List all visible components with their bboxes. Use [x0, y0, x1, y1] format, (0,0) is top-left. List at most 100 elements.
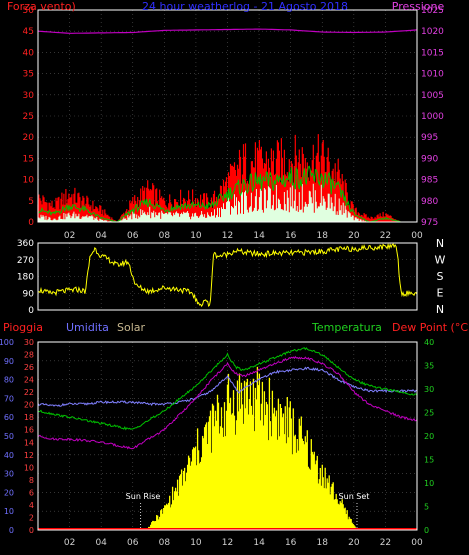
x-tick-label: 14	[253, 538, 265, 548]
temperature-tick-label: 4	[29, 501, 34, 510]
wind-axis-ticks: 0 5 10 15 20 25 30 35 40 45 50	[23, 6, 35, 228]
humidity-axis-ticks: 0 10 20 30 40 50 60 70 80 90 100	[0, 338, 14, 535]
wind-tick-label: 50	[23, 6, 35, 16]
climate-panel-frame	[37, 341, 418, 531]
temperature-tick-label: 8	[29, 476, 34, 485]
temperature-tick-label: 28	[24, 351, 34, 360]
right-tick-label: 35	[424, 362, 434, 371]
temperature-tick-label: 2	[29, 513, 34, 522]
wind-tick-label: 35	[23, 70, 34, 80]
compass-label: S	[437, 270, 444, 283]
pressure-tick-label: 1000	[421, 112, 444, 122]
sunrise-annotation: Sun Rise	[126, 492, 161, 501]
right-tick-label: 0	[424, 526, 429, 535]
temperature-tick-label: 20	[24, 401, 34, 410]
x-tick-label: 12	[222, 538, 233, 548]
legend-temperature: Temperatura	[311, 321, 382, 334]
x-tick-label: 04	[95, 538, 107, 548]
wind-tick-label: 0	[28, 218, 34, 228]
x-tick-label: 02	[64, 231, 75, 241]
temperature-series	[37, 347, 418, 431]
humidity-tick-label: 50	[4, 432, 14, 441]
temperature-tick-label: 22	[24, 388, 34, 397]
pressure-tick-label: 1015	[421, 48, 444, 58]
right-tick-label: 25	[424, 409, 434, 418]
direction-panel-frame	[37, 242, 418, 311]
x-tick-label: 20	[348, 538, 360, 548]
pressure-axis-ticks: 975 980 985 990 995 1000 1005 1010 1015 1020 1025	[421, 6, 444, 228]
right-tick-label: 10	[424, 479, 434, 488]
pressure-tick-label: 1005	[421, 91, 444, 101]
climate-panel-x-ticks: 02 04 06 08 10 12 14 16 18 20 22 00	[64, 538, 423, 548]
direction-tick-label: 180	[17, 273, 34, 283]
x-tick-label: 18	[317, 538, 329, 548]
wind-average-series	[37, 165, 417, 223]
humidity-tick-label: 0	[9, 526, 14, 535]
x-tick-label: 14	[253, 231, 265, 241]
humidity-tick-label: 60	[4, 413, 14, 422]
direction-tick-label: 270	[17, 256, 34, 266]
compass-label: N	[436, 237, 444, 250]
right-tick-label: 40	[424, 338, 434, 347]
x-tick-label: 12	[222, 231, 233, 241]
wind-tick-label: 40	[23, 48, 35, 58]
right-tick-label: 5	[424, 503, 429, 512]
x-tick-label: 16	[285, 538, 297, 548]
right-tick-label: 15	[424, 456, 434, 465]
wind-panel-frame	[37, 9, 418, 223]
humidity-tick-label: 90	[4, 357, 14, 366]
humidity-tick-label: 40	[4, 451, 14, 460]
pressure-tick-label: 980	[421, 197, 438, 207]
humidity-tick-label: 20	[4, 488, 14, 497]
wind-tick-label: 10	[23, 176, 35, 186]
humidity-tick-label: 70	[4, 394, 14, 403]
pressure-tick-label: 990	[421, 154, 438, 164]
sunset-annotation: Sun Set	[339, 492, 370, 501]
wind-tick-label: 25	[23, 112, 34, 122]
x-tick-label: 20	[348, 231, 360, 241]
direction-tick-label: 0	[28, 306, 34, 316]
x-tick-label: 02	[64, 538, 75, 548]
wind-panel-title: 24 hour weatherlog - 21 Agosto 2018	[142, 0, 348, 13]
humidity-tick-label: 80	[4, 376, 14, 385]
wind-panel-left-label: Forza vento)	[7, 0, 76, 13]
x-tick-label: 10	[190, 538, 202, 548]
legend-dewpoint: Dew Point (°C)	[392, 321, 469, 334]
pressure-tick-label: 1010	[421, 70, 444, 80]
x-tick-label: 06	[127, 538, 139, 548]
temperature-tick-label: 24	[24, 376, 34, 385]
temperature-tick-label: 0	[29, 526, 34, 535]
humidity-series	[37, 366, 418, 407]
humidity-tick-label: 100	[0, 338, 14, 347]
dewpoint-series	[37, 355, 418, 450]
right-tick-label: 30	[424, 385, 434, 394]
x-tick-label: 18	[317, 231, 329, 241]
direction-tick-label: 90	[23, 289, 35, 299]
compass-label: E	[437, 287, 444, 300]
pressure-tick-label: 1025	[421, 6, 444, 16]
temperature-tick-label: 14	[24, 438, 34, 447]
temperature-tick-label: 16	[24, 426, 34, 435]
compass-label: N	[436, 303, 444, 316]
wind-panel-x-ticks: 02 04 06 08 10 12 14 16 18 20 22 00	[64, 231, 423, 241]
x-tick-label: 08	[159, 538, 171, 548]
legend-solar: Solar	[117, 321, 146, 334]
pressure-series	[37, 28, 418, 34]
x-tick-label: 00	[411, 538, 423, 548]
legend-humidity: Umidita	[66, 321, 109, 334]
x-tick-label: 04	[95, 231, 107, 241]
x-tick-label: 06	[127, 231, 139, 241]
wind-panel-series	[37, 28, 418, 223]
wind-tick-label: 5	[28, 197, 34, 207]
humidity-tick-label: 10	[4, 507, 14, 516]
wind-tick-label: 20	[23, 133, 35, 143]
temperature-tick-label: 30	[24, 338, 34, 347]
temperature-tick-label: 10	[24, 463, 34, 472]
wind-tick-label: 15	[23, 154, 34, 164]
temperature-tick-label: 12	[24, 451, 34, 460]
temperature-tick-label: 18	[24, 413, 34, 422]
pressure-tick-label: 995	[421, 133, 438, 143]
x-tick-label: 22	[380, 231, 391, 241]
